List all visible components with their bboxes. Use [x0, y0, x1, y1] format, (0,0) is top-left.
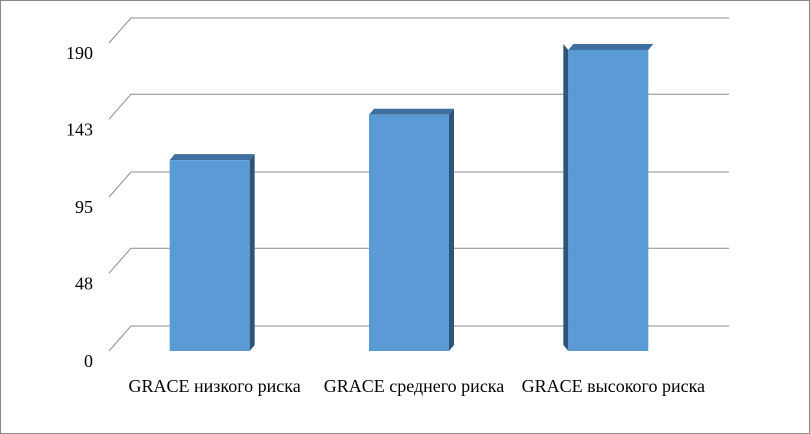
y-tick-label: 143	[66, 119, 93, 139]
y-tick-label: 0	[84, 351, 93, 371]
bar	[369, 114, 449, 351]
bar-side	[449, 108, 454, 351]
grid-line	[108, 325, 132, 352]
y-tick-label: 95	[75, 197, 93, 217]
bar-top	[369, 108, 454, 115]
grid-line	[108, 171, 132, 198]
x-tick-label: GRACE низкого риска	[128, 376, 301, 396]
grid-line	[108, 93, 132, 120]
bar	[568, 49, 649, 351]
grid-line	[108, 17, 132, 44]
bar-side	[563, 43, 569, 351]
grid-line	[108, 247, 132, 274]
bar-top	[169, 154, 255, 161]
x-tick-label: GRACE высокого риска	[521, 376, 706, 396]
bar-top	[568, 43, 654, 50]
bar	[169, 160, 250, 351]
y-tick-label: 190	[66, 43, 93, 63]
bar-side	[249, 154, 255, 351]
x-tick-label: GRACE среднего риска	[323, 376, 505, 396]
y-tick-label: 48	[75, 273, 93, 293]
